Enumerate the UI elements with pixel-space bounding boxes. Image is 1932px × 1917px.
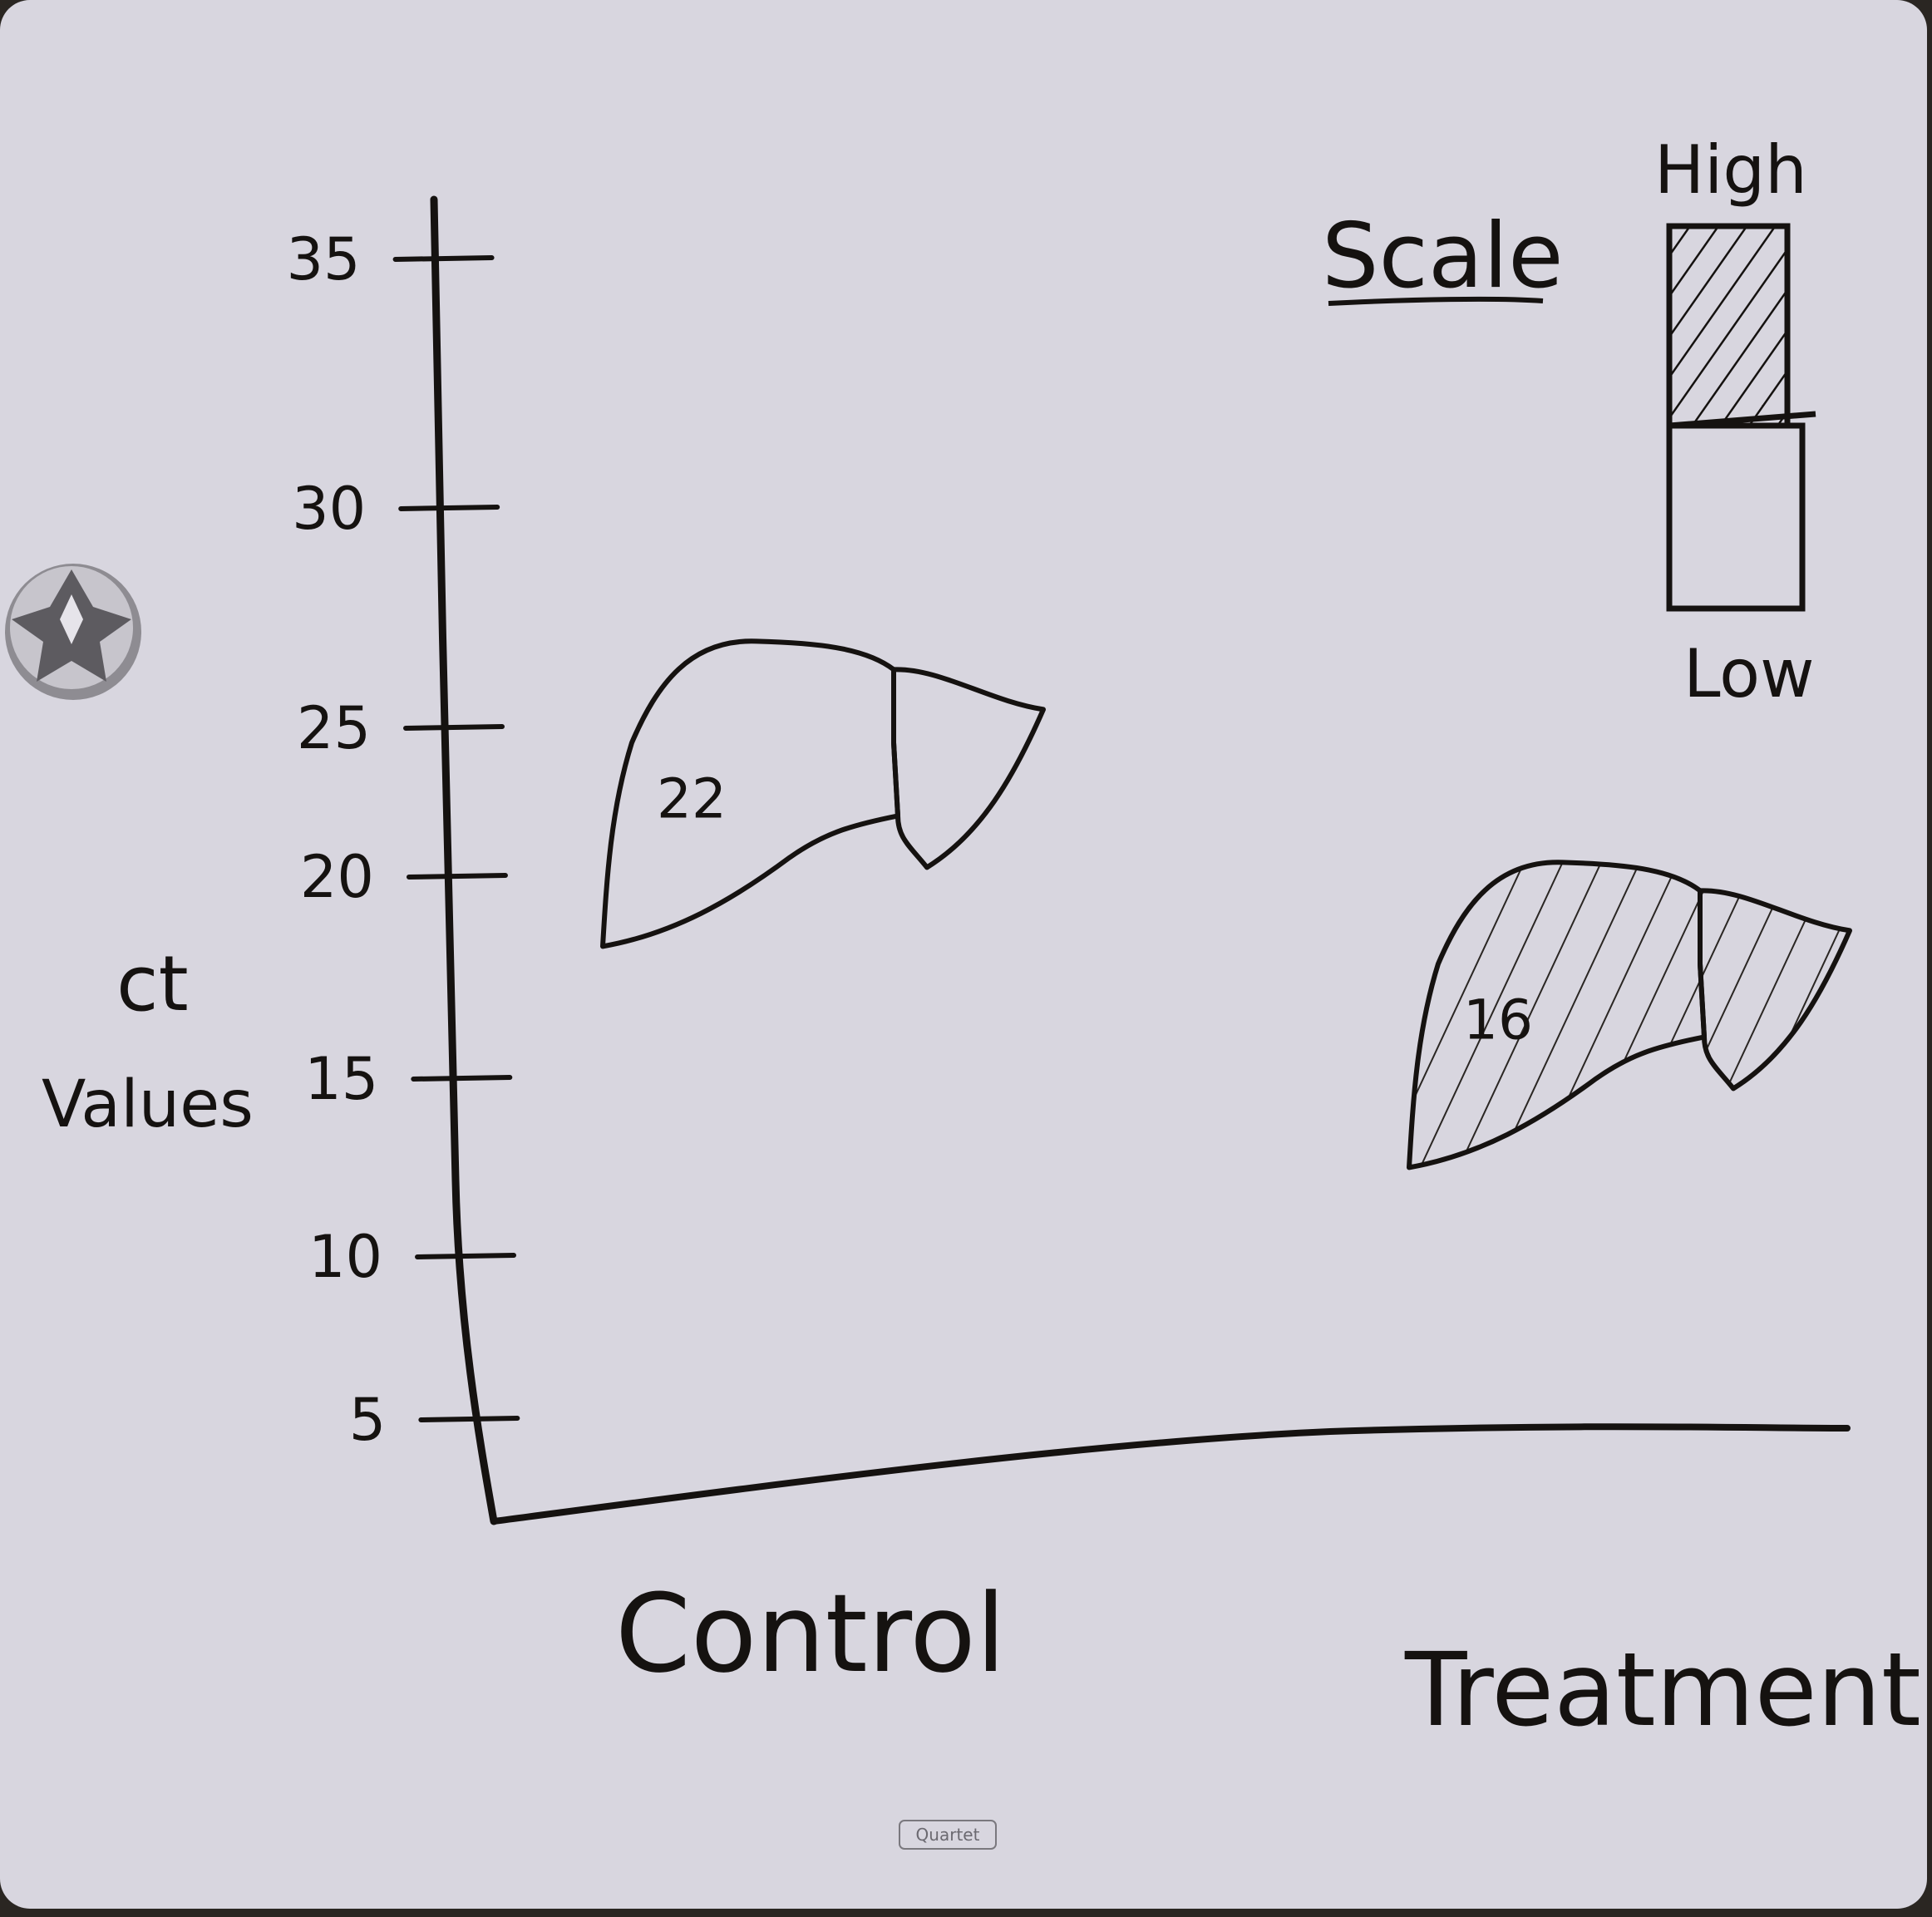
- y-axis-label-line1: ct: [116, 939, 189, 1028]
- y-tick-label-20: 20: [300, 843, 374, 911]
- scale-legend-high-label: High: [1654, 131, 1807, 209]
- board-brand-text: Quartet: [916, 1825, 980, 1845]
- y-axis-ticks: 5 10 15 20 25 30 35: [287, 225, 520, 1454]
- y-axis-line: [430, 195, 498, 1525]
- scale-legend-low-label: Low: [1683, 635, 1815, 712]
- board-brand-logo: Quartet: [899, 1820, 997, 1850]
- data-label-treatment: 16: [1463, 988, 1533, 1052]
- y-tick-mark-30: [398, 505, 500, 511]
- liver-marker-body: [600, 638, 900, 949]
- scale-legend: Scale High Low: [1322, 131, 1816, 712]
- y-tick-label-25: 25: [297, 694, 371, 762]
- y-tick-label-30: 30: [292, 475, 366, 543]
- y-tick-mark-10: [415, 1253, 517, 1259]
- liver-marker-lobe: [1698, 888, 1852, 1092]
- y-tick-label-5: 5: [349, 1386, 387, 1454]
- y-tick-label-10: 10: [308, 1223, 382, 1291]
- y-tick-label-15: 15: [304, 1045, 378, 1113]
- category-label-control: Control: [615, 1570, 1006, 1697]
- liver-marker-lobe: [891, 667, 1046, 870]
- x-axis-line: [490, 1423, 1851, 1525]
- scale-high-swatch: [1666, 223, 1791, 429]
- y-axis-label-line2: Values: [42, 1067, 254, 1142]
- scale-legend-title: Scale: [1322, 205, 1564, 308]
- data-point-treatment: 16: [1407, 860, 1852, 1170]
- data-point-control: 22: [600, 638, 1046, 949]
- magnet-icon: [5, 564, 141, 700]
- y-tick-mark-5: [418, 1416, 520, 1422]
- liver-marker-body: [1407, 860, 1707, 1170]
- y-tick-mark-20: [406, 873, 508, 880]
- scale-low-swatch: [1666, 422, 1806, 612]
- y-tick-mark-15: [411, 1075, 513, 1082]
- category-label-treatment: Treatment: [1404, 1631, 1921, 1749]
- y-tick-mark-35: [392, 255, 495, 262]
- y-tick-mark-25: [403, 724, 505, 731]
- y-tick-label-35: 35: [287, 225, 361, 293]
- scale-title-underline: [1328, 296, 1544, 306]
- scale-divider: [1668, 411, 1816, 429]
- data-label-control: 22: [657, 766, 727, 830]
